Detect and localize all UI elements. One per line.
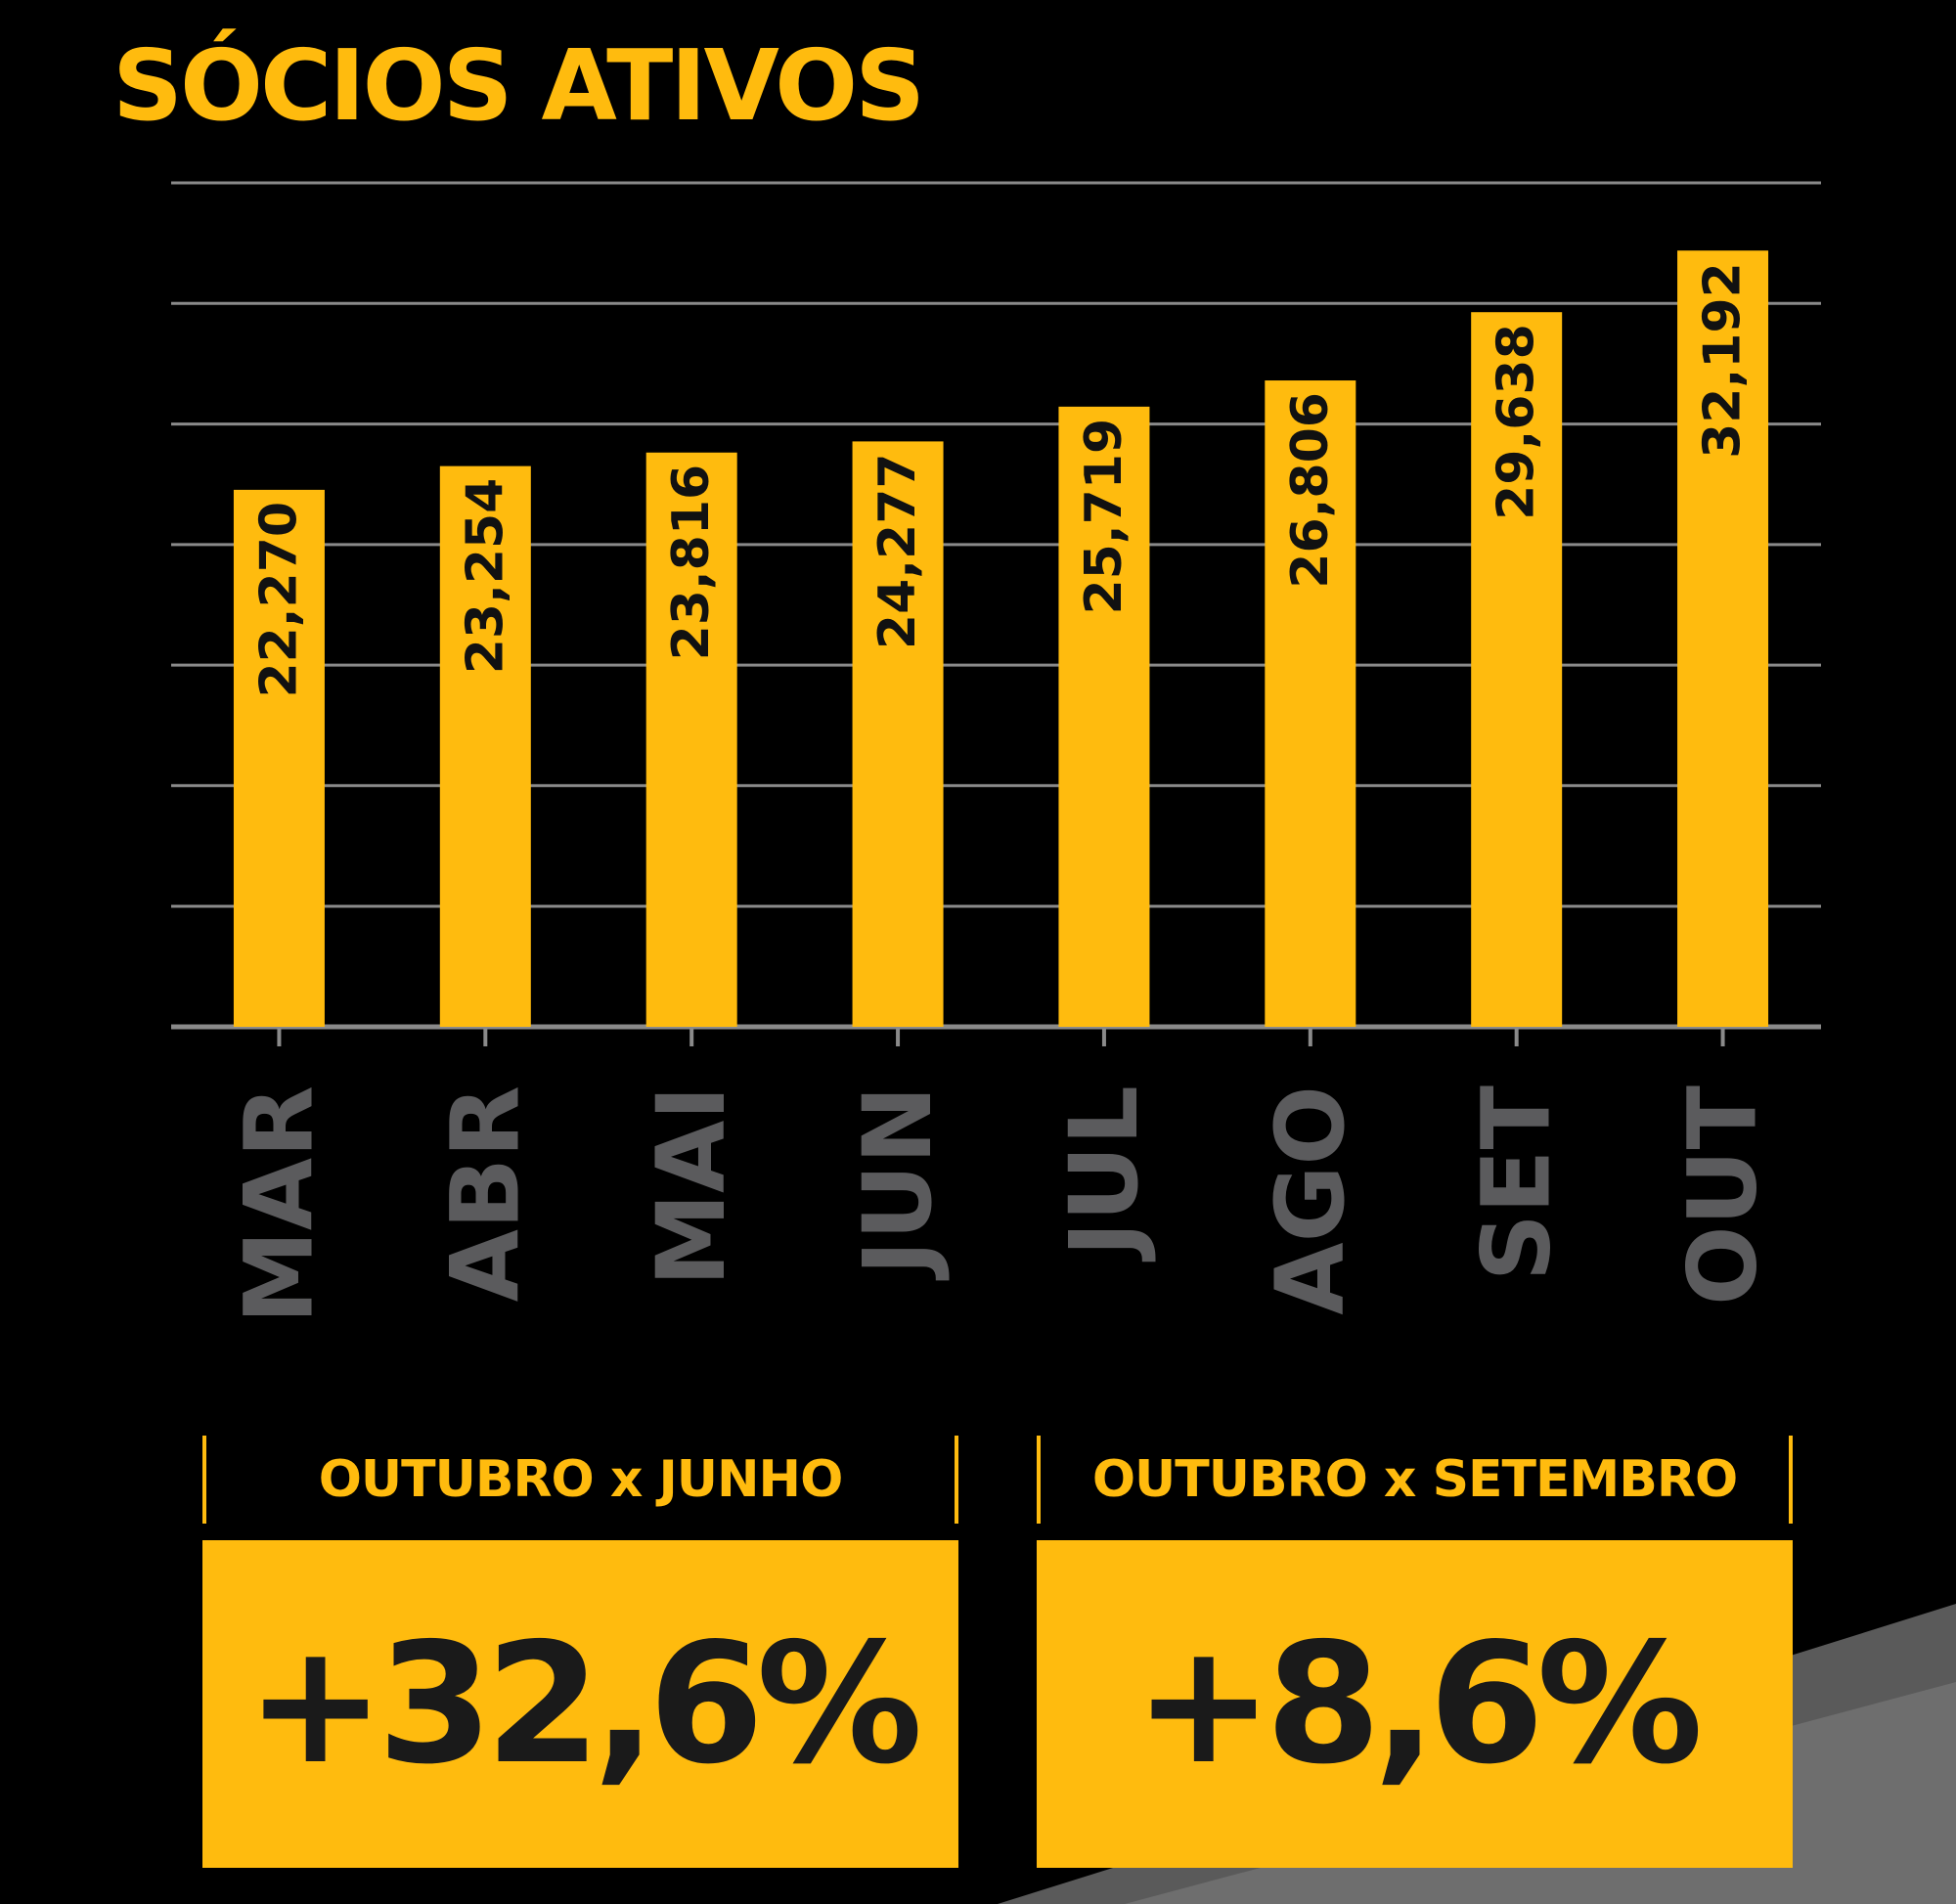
bar-value-label: 32,192	[1694, 262, 1753, 459]
category-label-mai: MAI	[637, 1085, 746, 1287]
bar-abr	[439, 465, 531, 1027]
bar-value-label: 22,270	[249, 502, 308, 698]
category-label-set: SET	[1462, 1085, 1572, 1281]
category-labels: MAR ABR MAI JUN JUL AGO SET OUT	[224, 1085, 1777, 1324]
bar-set	[1471, 312, 1563, 1027]
category-label-abr: ABR	[430, 1085, 540, 1302]
bar-value-label: 23,254	[456, 478, 514, 675]
category-label-jul: JUL	[1049, 1085, 1159, 1262]
bar-out	[1677, 250, 1769, 1027]
bar-mai	[645, 452, 737, 1027]
page-title: SÓCIOS ATIVOS	[112, 28, 925, 143]
comparison-label-october-vs-september: OUTUBRO x SETEMBRO	[1037, 1436, 1793, 1524]
bar-jul	[1058, 406, 1150, 1027]
bar-chart: 22,270 23,254 23,816 24,277 25,719 26,806 29,6…	[171, 181, 1821, 1324]
bar-mar	[233, 489, 325, 1027]
category-label-jun: JUN	[843, 1085, 953, 1281]
comparison-value-october-vs-june: +32,6%	[202, 1540, 958, 1868]
category-label-out: OUT	[1668, 1085, 1778, 1306]
x-axis	[277, 1027, 1725, 1046]
bar-value-label: 29,638	[1488, 324, 1546, 520]
bar-ago	[1265, 380, 1356, 1027]
bar-value-label: 26,806	[1281, 392, 1340, 589]
comparison-label-october-vs-june: OUTUBRO x JUNHO	[202, 1436, 958, 1524]
category-label-ago: AGO	[1256, 1085, 1365, 1315]
bars: 22,270 23,254 23,816 24,277 25,719 26,806 29,6…	[233, 250, 1769, 1027]
bar-value-label: 25,719	[1075, 419, 1134, 615]
bar-value-label: 24,277	[868, 453, 927, 649]
grid-lines	[171, 181, 1821, 1030]
bar-jun	[852, 441, 944, 1027]
comparison-value-october-vs-september: +8,6%	[1037, 1540, 1793, 1868]
bar-value-label: 23,816	[662, 465, 721, 661]
category-label-mar: MAR	[224, 1085, 333, 1324]
